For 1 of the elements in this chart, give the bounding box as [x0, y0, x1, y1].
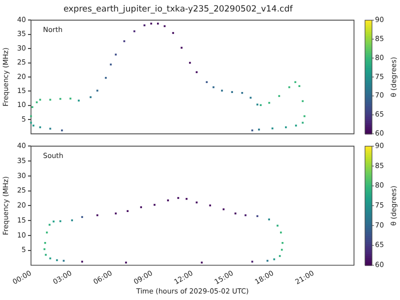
chart-title: expres_earth_jupiter_io_txka-y235_20290502_v14.cdf [63, 4, 294, 14]
